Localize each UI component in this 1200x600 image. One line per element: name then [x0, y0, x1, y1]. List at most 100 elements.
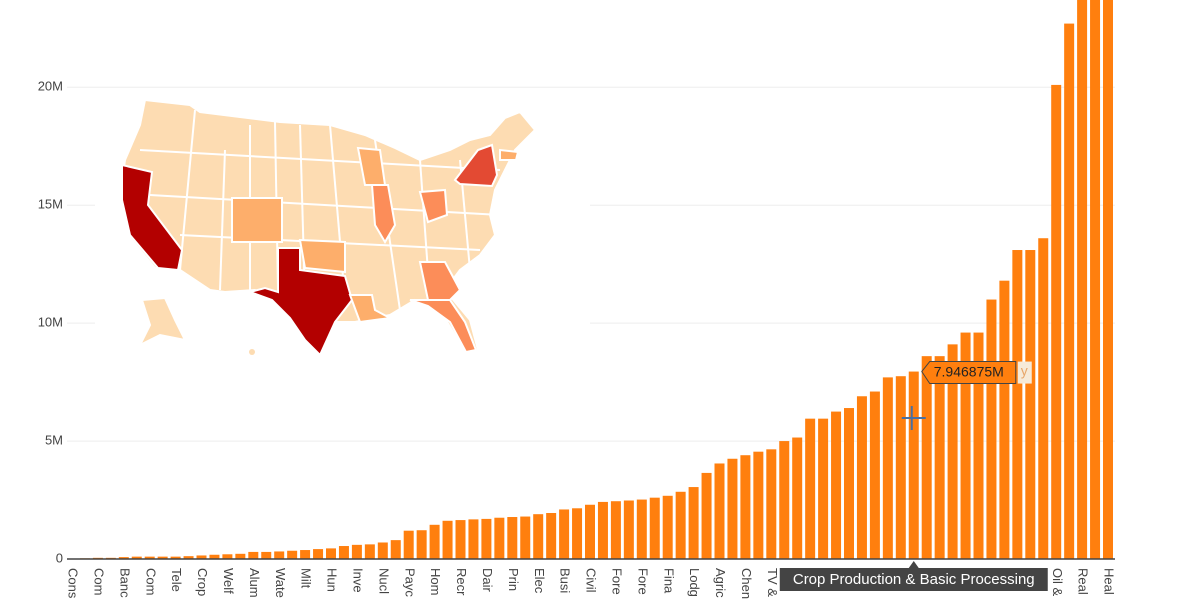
state: [121, 163, 184, 272]
x-tick-label: Prin: [506, 568, 521, 591]
x-tick-label: Tele: [169, 568, 184, 592]
x-tick-label: Banc: [117, 568, 132, 598]
state: [453, 143, 499, 188]
bar: [170, 556, 181, 559]
hover-category-box: [779, 561, 1048, 591]
state: [249, 349, 255, 355]
bar: [688, 487, 699, 559]
x-tick-label: Com: [91, 568, 106, 595]
bar: [1051, 84, 1062, 560]
bar: [585, 504, 595, 559]
bar: [636, 499, 647, 559]
bar: [947, 344, 958, 559]
bar: [300, 550, 311, 559]
bar: [559, 509, 570, 559]
x-tick-label: Agric: [713, 568, 728, 598]
bar: [1103, 0, 1113, 560]
x-tick-label: Hun: [325, 568, 340, 592]
bar: [999, 280, 1010, 559]
bar: [805, 418, 816, 559]
bar: [209, 554, 220, 559]
bar: [973, 332, 984, 559]
bar: [882, 377, 893, 559]
bar: [934, 356, 945, 559]
bar: [662, 495, 673, 559]
bar: [1064, 23, 1075, 560]
y-tick-label: 15M: [38, 197, 63, 212]
state: [356, 146, 387, 186]
bar: [831, 411, 842, 559]
bar: [455, 520, 466, 559]
x-tick-label: Fore: [609, 568, 624, 595]
y-tick-label: 20M: [38, 79, 63, 94]
bar: [921, 356, 932, 559]
y-tick-label: 5M: [45, 433, 63, 448]
x-tick-label: Crop: [195, 568, 210, 596]
hover-box: [921, 361, 1017, 385]
bar: [1090, 0, 1101, 559]
x-tick-label: Busi: [558, 568, 573, 593]
bar: [261, 551, 272, 559]
x-tick-label: Dair: [480, 568, 495, 593]
bar: [183, 556, 194, 559]
bar: [546, 513, 557, 559]
bar: [1012, 250, 1023, 559]
bar: [520, 516, 531, 559]
bar: [818, 418, 829, 559]
x-tick-label: Oil &: [1050, 568, 1065, 597]
bar: [390, 540, 401, 559]
state: [298, 238, 346, 274]
x-tick-label: Milt: [299, 568, 314, 589]
bar: [779, 441, 790, 559]
bar: [597, 501, 608, 559]
bar: [326, 548, 336, 559]
x-tick-label: TV &: [765, 568, 780, 597]
x-tick-label: Lodg: [687, 568, 702, 597]
bar: [403, 530, 414, 559]
bar: [364, 544, 375, 559]
hover-name-box: [1017, 361, 1032, 384]
x-tick-label: Chen: [739, 568, 754, 599]
bar: [131, 556, 142, 559]
bar: [908, 371, 919, 559]
bar: [442, 520, 453, 559]
hover-series: y: [1021, 362, 1028, 378]
x-tick-label: Alum: [247, 568, 262, 598]
state: [137, 296, 187, 348]
bar: [338, 546, 349, 559]
bar: [740, 455, 751, 559]
bar: [960, 332, 971, 559]
map-inset: [95, 95, 590, 360]
bar: [274, 551, 285, 559]
x-tick-label: Payc: [402, 568, 417, 597]
x-tick-label: Hom: [428, 568, 443, 595]
x-tick-label: Welf: [221, 568, 236, 594]
state: [499, 148, 520, 161]
bar: [766, 449, 777, 559]
bar: [118, 557, 129, 559]
bar: [196, 555, 207, 559]
hover-value: 7.946875M: [934, 363, 1004, 379]
x-tick-label: Fina: [661, 568, 676, 594]
bar: [623, 500, 634, 559]
bar: [222, 554, 233, 559]
bar: [533, 514, 544, 559]
state: [246, 247, 354, 357]
x-tick-label: Real: [1076, 568, 1091, 595]
y-tick-label: 0: [56, 550, 63, 565]
bar: [313, 549, 324, 559]
bar: [610, 501, 621, 559]
bar: [572, 508, 583, 559]
bar: [144, 556, 155, 559]
bar: [675, 491, 686, 559]
y-tick-label: 10M: [38, 315, 63, 330]
bar: [856, 396, 867, 559]
bar: [753, 451, 764, 559]
state: [418, 261, 462, 301]
x-tick-label: Heal: [1102, 568, 1117, 595]
bar: [235, 553, 246, 559]
bar: [507, 517, 518, 559]
x-tick-label: Wate: [273, 568, 288, 598]
x-tick-label: Recr: [454, 568, 469, 596]
